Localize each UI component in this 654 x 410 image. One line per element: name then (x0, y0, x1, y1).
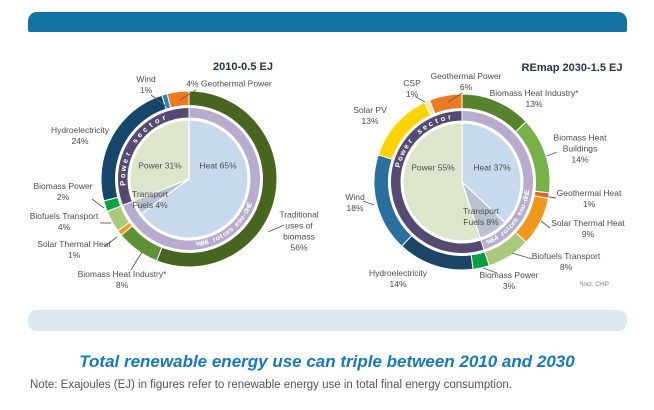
svg-text:-: - (241, 212, 249, 218)
svg-text:s: s (518, 207, 526, 214)
svg-text:e: e (120, 158, 130, 164)
sector-arc-power-sector (117, 106, 190, 206)
svg-text:t: t (434, 116, 440, 125)
svg-text:r: r (447, 112, 452, 121)
segment-geothermal-power (428, 93, 463, 115)
svg-text:r: r (212, 236, 217, 244)
svg-text:d: d (522, 197, 530, 203)
svg-text:o: o (439, 113, 446, 123)
svg-text:t: t (219, 233, 225, 241)
svg-text:6: 6 (204, 239, 210, 247)
svg-text:o: o (153, 116, 162, 126)
svg-text:u: u (519, 204, 527, 211)
callout-geothermal-power (447, 92, 463, 103)
svg-text:n: n (244, 205, 252, 212)
svg-text:9: 9 (200, 240, 205, 248)
note-text: Note: Exajoules (EJ) in figures refer to… (30, 379, 512, 391)
svg-text:r: r (123, 151, 132, 157)
callout-solar-thermal-heat (104, 236, 118, 247)
svg-text:r: r (161, 113, 167, 122)
svg-text:n: n (523, 193, 531, 199)
svg-text:w: w (118, 165, 128, 173)
svg-text:e: e (225, 228, 232, 236)
svg-text:d: d (243, 208, 251, 215)
callout-solar-thermal-heat (540, 220, 551, 229)
svg-text:c: c (140, 125, 149, 134)
svg-text:o: o (118, 173, 127, 178)
callout-biomass-heat-industry (130, 251, 143, 271)
svg-text:o: o (215, 235, 222, 243)
svg-text:e: e (135, 130, 144, 139)
svg-text:%: % (195, 240, 203, 248)
top-accent-bar (28, 12, 627, 32)
svg-text:-: - (521, 200, 529, 205)
callout-wind (362, 200, 375, 206)
svg-text:r: r (405, 137, 414, 145)
callout-geothermal-heat (548, 196, 557, 199)
svg-text:s: s (415, 126, 424, 136)
svg-text:e: e (401, 142, 411, 150)
segment-geothermal-power (166, 90, 190, 109)
svg-text:o: o (395, 154, 405, 162)
callout-wind (150, 94, 167, 107)
svg-text:5: 5 (490, 236, 497, 244)
callout-biomass-power (91, 198, 105, 209)
sector-arc-power-sector (390, 109, 485, 254)
svg-text:c: c (221, 231, 228, 239)
bottom-accent-bar (28, 310, 627, 331)
svg-text:t: t (505, 225, 512, 232)
svg-text:w: w (397, 148, 408, 158)
callout-csp (415, 96, 426, 103)
callout-biomass-heat-buildings (546, 151, 558, 157)
svg-text:P: P (118, 181, 127, 187)
chp-footnote: *incl. CHP (579, 281, 609, 288)
svg-text:s: s (512, 217, 520, 224)
callout-biomass-power (482, 267, 498, 274)
pie-wedge-heat (461, 122, 522, 223)
svg-text:P: P (393, 161, 403, 168)
svg-text:e: e (233, 221, 241, 229)
pie-wedge-power (402, 122, 481, 242)
svg-text:t: t (147, 120, 155, 129)
svg-text:s: s (228, 226, 236, 234)
svg-text:o: o (502, 228, 510, 236)
callout-biofuels-transport (511, 252, 533, 260)
headline: Total renewable energy use can triple be… (79, 352, 575, 371)
svg-text:e: e (510, 220, 518, 227)
svg-text:c: c (426, 119, 434, 129)
pie-wedge-power (129, 119, 190, 202)
svg-text:s: s (236, 218, 244, 226)
svg-text:s: s (130, 136, 140, 145)
svg-text:u: u (238, 215, 246, 223)
svg-text:e: e (516, 210, 524, 217)
svg-text:E: E (524, 189, 532, 195)
svg-text:c: c (507, 223, 515, 231)
svg-text:e: e (420, 122, 429, 132)
callout-geothermal-power (179, 89, 197, 101)
svg-text:r: r (500, 230, 507, 237)
svg-text:4: 4 (493, 235, 500, 243)
svg-text:%: % (485, 237, 494, 246)
callout-traditional-uses-of-biomass (267, 224, 285, 233)
pie-wedge-heat (140, 119, 249, 239)
svg-text:E: E (246, 201, 254, 208)
